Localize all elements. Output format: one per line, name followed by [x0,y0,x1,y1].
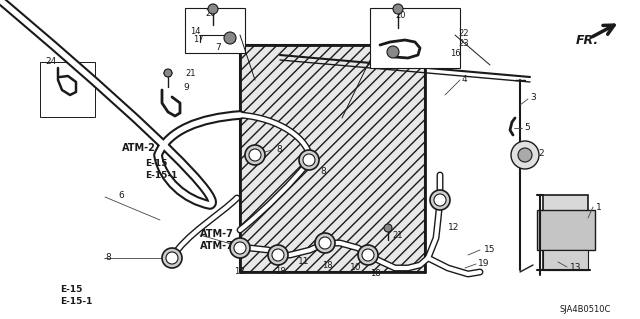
Circle shape [393,4,403,14]
Text: 8: 8 [276,145,282,154]
Circle shape [208,4,218,14]
Text: 14: 14 [190,27,200,36]
Text: 22: 22 [458,28,468,38]
Text: E-15-1: E-15-1 [145,170,177,180]
Circle shape [249,149,261,161]
Text: 7: 7 [215,43,221,53]
Circle shape [362,249,374,261]
Text: E-15: E-15 [145,159,168,167]
Bar [370,8,460,68]
Circle shape [268,245,288,265]
Text: 11: 11 [298,257,310,266]
Circle shape [303,154,315,166]
Text: 13: 13 [570,263,582,272]
Text: ATM-7: ATM-7 [200,229,234,239]
Text: 2: 2 [538,150,543,159]
Text: 10: 10 [350,263,362,271]
Text: E-15-1: E-15-1 [60,298,92,307]
Text: 18: 18 [322,262,333,271]
Text: FR.: FR. [576,33,599,47]
Text: 18: 18 [234,266,244,276]
Text: SJA4B0510C: SJA4B0510C [560,306,611,315]
Text: ATM-7-1: ATM-7-1 [200,241,244,251]
Text: 20: 20 [395,11,406,20]
Circle shape [230,238,250,258]
Bar [240,45,425,272]
Text: 16: 16 [450,48,461,57]
Text: 18: 18 [370,269,381,278]
Text: 16: 16 [226,35,237,44]
Bar [185,8,245,53]
Text: 21: 21 [185,69,195,78]
Text: 6: 6 [118,190,124,199]
Circle shape [299,150,319,170]
Text: 3: 3 [530,93,536,102]
Circle shape [245,145,265,165]
Text: 8: 8 [105,254,111,263]
Text: 1: 1 [596,203,602,211]
Bar [543,250,588,270]
Text: ATM-2: ATM-2 [122,143,156,153]
Bar [543,195,588,270]
Text: 20: 20 [205,10,216,19]
Circle shape [358,245,378,265]
Text: 17: 17 [193,35,204,44]
Text: 19: 19 [478,258,490,268]
Circle shape [166,252,178,264]
Circle shape [315,233,335,253]
Circle shape [387,46,399,58]
Text: 15: 15 [484,244,495,254]
Text: 24: 24 [45,57,56,66]
Text: 8: 8 [320,167,326,176]
Text: 9: 9 [183,84,189,93]
Circle shape [224,32,236,44]
Circle shape [272,249,284,261]
Circle shape [434,194,446,206]
Circle shape [234,242,246,254]
Circle shape [511,141,539,169]
Circle shape [162,248,182,268]
Text: 21: 21 [392,232,403,241]
Text: E-15: E-15 [60,286,83,294]
Text: 12: 12 [448,224,460,233]
Circle shape [164,69,172,77]
Circle shape [518,148,532,162]
Bar [40,62,95,117]
Text: 23: 23 [458,39,468,48]
Circle shape [319,237,331,249]
Bar [537,210,595,250]
Text: 4: 4 [462,76,468,85]
Text: 18: 18 [275,268,285,277]
Circle shape [384,224,392,232]
Circle shape [430,190,450,210]
Text: 5: 5 [524,123,530,132]
